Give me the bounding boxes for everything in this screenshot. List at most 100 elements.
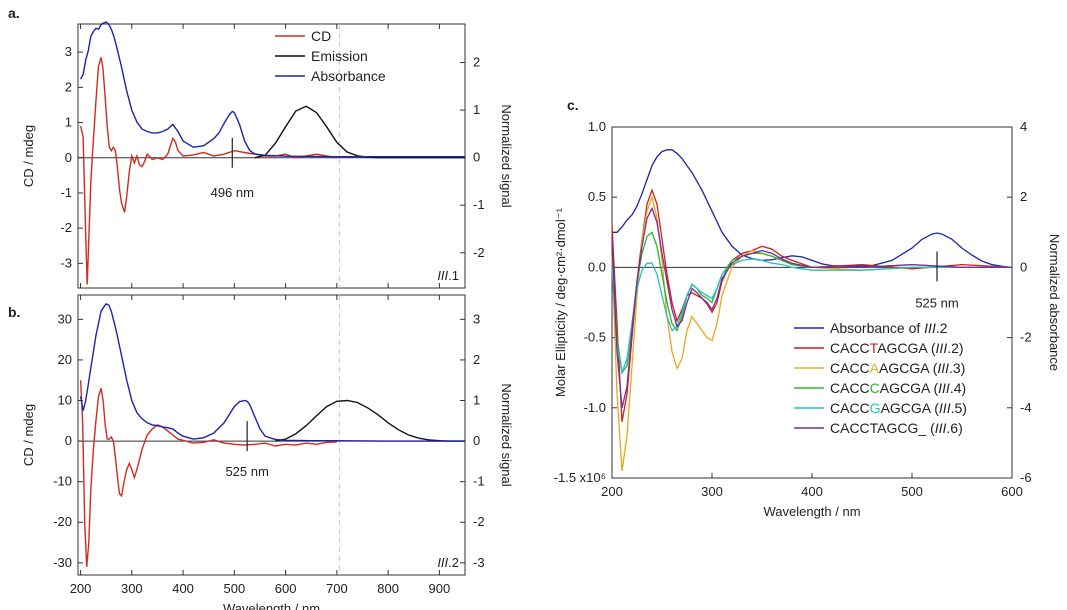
panel-a-ytick-label: 2	[65, 79, 72, 94]
legend-c-label-3-part-2: AGCGA (	[880, 380, 939, 396]
panel-c-y2tick-label: -6	[1020, 470, 1032, 485]
panel-b-xtick-label: 900	[429, 581, 451, 596]
panel-b-xtick-label: 300	[121, 581, 143, 596]
legend-c-label-5-part-0: CACCTAGCG_ (	[830, 420, 935, 436]
panel-a-ytick-label: 1	[65, 115, 72, 130]
panel-a-y2tick-label: 2	[473, 55, 480, 70]
panel-c-y2tick-label: -4	[1020, 400, 1032, 415]
panel-b-y2tick-label: 0	[473, 433, 480, 448]
panel-b-ylabel: CD / mdeg	[21, 404, 36, 466]
panel-b-y2tick-label: 3	[473, 311, 480, 326]
panel-b-letter: b.	[8, 304, 20, 320]
legend-c-label-0: Absorbance of III.2	[830, 320, 948, 336]
panel-c-series-4	[611, 258, 1012, 376]
panel-a-y2tick-label: 1	[473, 102, 480, 117]
panel-b-series-absorbance	[79, 303, 465, 442]
legend-c-label-5: CACCTAGCG_ (III.6)	[830, 420, 963, 436]
panel-c-xtick-label: 600	[1001, 484, 1023, 499]
panel-b-compound-label-part-1: .2	[448, 555, 459, 570]
panel-b-y2tick-label: -3	[473, 555, 485, 570]
panel-c-xlabel: Wavelength / nm	[763, 504, 860, 519]
panel-c-y2tick-label: -2	[1020, 330, 1032, 345]
panel-b-y2tick-label: 1	[473, 393, 480, 408]
panel-b-y2tick-label: 2	[473, 352, 480, 367]
panel-c-ytick-label: -0.5	[584, 330, 606, 345]
panel-c-chart: 200 300 400 500 600 1.0 0.5 0.0 -0.5 -1.0 -1.5 x10…	[553, 119, 1062, 519]
panel-c-y2tick-label: 4	[1020, 119, 1027, 134]
legend-c-label-1-part-1: T	[870, 340, 879, 356]
panel-c-ytick-label: -1.0	[584, 400, 606, 415]
panel-b-compound-label-part-0: III	[437, 555, 448, 570]
legend-c-label-3-part-3: III	[938, 380, 950, 396]
panel-a-y2tick-label: 0	[473, 150, 480, 165]
panel-a-y2tick-label: -2	[473, 245, 485, 260]
panel-c-ylabel: Molar Ellipticity / deg·cm²·dmol⁻¹	[553, 207, 568, 397]
panel-b-ytick-label: 10	[58, 393, 72, 408]
panel-c-ytick-label: 0.5	[588, 189, 606, 204]
panel-c-y2label: Normalized absorbance	[1047, 234, 1062, 371]
legend-c-label-4-part-2: AGCGA (	[881, 400, 940, 416]
legend-c-label-1-part-2: AGCGA (	[877, 340, 936, 356]
panel-b-frame	[77, 294, 466, 576]
panel-b-xtick-label: 200	[70, 581, 92, 596]
panel-b-xtick-label: 500	[223, 581, 245, 596]
panel-a-y2tick-label: -1	[473, 197, 485, 212]
panel-b-series-emission	[275, 399, 465, 442]
legend-a-label-absorbance: Absorbance	[311, 68, 386, 84]
legend-c-label-4-part-0: CACC	[830, 400, 870, 416]
panel-b-compound-label: III.2	[437, 555, 459, 570]
legend-c-label-2-part-4: .3)	[949, 360, 965, 376]
legend-c-label-2-part-2: AGCGA (	[879, 360, 938, 376]
panel-a-ytick-label: 3	[65, 44, 72, 59]
panel-c-series-0	[612, 149, 1013, 269]
legend-c-label-2-part-3: III	[937, 360, 949, 376]
panel-b-ytick-label: 0	[65, 433, 72, 448]
panel-b-xtick-label: 400	[172, 581, 194, 596]
panel-c-xtick-label: 300	[701, 484, 723, 499]
panel-b-ytick-label: -10	[53, 474, 72, 489]
panel-a-y2label: Normalized signal	[499, 104, 514, 207]
legend-c-label-2-part-1: A	[870, 360, 880, 376]
panel-b-ytick-label: 20	[58, 352, 72, 367]
panel-b-xtick-label: 800	[377, 581, 399, 596]
legend-c-label-1: CACCTAGCGA (III.2)	[830, 340, 964, 356]
panel-c-xtick-label: 200	[601, 484, 623, 499]
legend-c-label-5-part-3: III	[935, 420, 947, 436]
panel-b-ytick-label: -30	[53, 555, 72, 570]
panel-c-y2tick-label: 2	[1020, 189, 1027, 204]
panel-c-xtick-label: 400	[801, 484, 823, 499]
panel-a-compound-label-part-1: .1	[448, 268, 459, 283]
panel-b-series-cd	[79, 380, 337, 567]
legend-c-label-1-part-4: .2)	[947, 340, 963, 356]
panel-a-ytick-label: 0	[65, 150, 72, 165]
panel-c-xtick-label: 500	[901, 484, 923, 499]
panel-a-compound-label: III.1	[437, 268, 459, 283]
panel-a-letter: a.	[8, 5, 20, 21]
panel-c-ytick-label: 0.0	[588, 259, 606, 274]
panel-a-ytick-label: -1	[60, 185, 72, 200]
panel-b-ytick-label: -20	[53, 514, 72, 529]
panel-a-chart: 3 2 1 0 -1 -2 -3 2 1 0 -1 -2 CD / mdeg Normalized sig…	[21, 21, 514, 289]
legend-c-label-4-part-3: III	[939, 400, 951, 416]
panel-a-ylabel: CD / mdeg	[21, 125, 36, 187]
panel-a-ytick-label: -2	[60, 220, 72, 235]
panel-b-y2tick-label: -2	[473, 514, 485, 529]
legend-c-label-4-part-1: G	[870, 400, 881, 416]
legend-c-label-3-part-0: CACC	[830, 380, 870, 396]
legend-c-label-3-part-1: C	[870, 380, 880, 396]
legend-c-label-1-part-3: III	[936, 340, 948, 356]
legend-c-label-4: CACCGAGCGA (III.5)	[830, 400, 967, 416]
panel-b-ytick-label: 30	[58, 311, 72, 326]
legend-c-label-0-part-2: .2	[936, 320, 948, 336]
panel-a-peak-label: 496 nm	[211, 185, 254, 200]
panel-b-chart: 200 300 400 500 600 700 800 9003020100-10-20-30…	[21, 294, 514, 610]
panel-a-series-absorbance	[79, 21, 465, 158]
panel-c-peak-label: 525 nm	[915, 295, 958, 310]
legend-c-label-4-part-4: .5)	[951, 400, 967, 416]
panel-c-ytick-label: 1.0	[588, 119, 606, 134]
panel-c-y2tick-label: 0	[1020, 259, 1027, 274]
panel-b-xtick-label: 600	[275, 581, 297, 596]
legend-c-label-2-part-0: CACC	[830, 360, 870, 376]
legend-a-label-emission: Emission	[311, 48, 368, 64]
